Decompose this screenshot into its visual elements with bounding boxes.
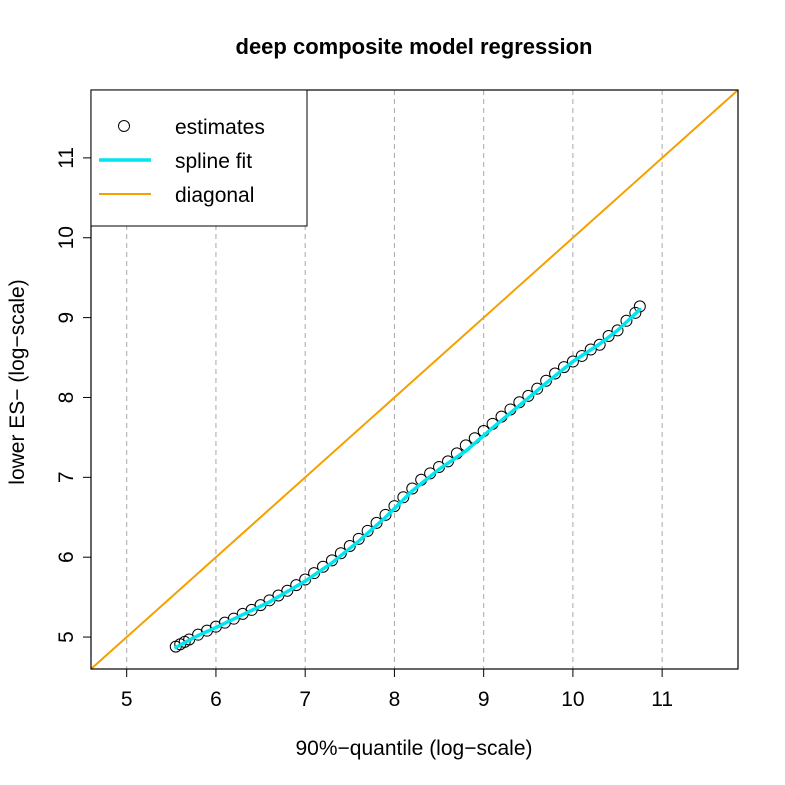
estimate-point [352,532,365,545]
legend-label: spline fit [175,150,252,173]
estimate-point [379,508,392,521]
legend-box [90,89,308,227]
y-tick-label: 7 [55,471,78,483]
legend-label: estimates [175,116,265,139]
y-tick-label: 10 [55,226,78,249]
diagonal-line [91,90,738,669]
legend: estimates spline fit diagonal [90,89,308,227]
estimate-point [593,338,606,351]
x-axis: 5 6 7 8 9 10 11 [121,669,673,711]
spline-fit-line [174,307,642,650]
x-tick-label: 8 [389,688,401,711]
estimate-point [557,361,570,374]
legend-point-marker [118,120,130,132]
estimate-point [575,349,588,362]
x-axis-label: 90%−quantile (log−scale) [296,737,533,760]
y-tick-label: 6 [55,551,78,563]
x-tick-label: 6 [210,688,222,711]
estimate-point [522,389,535,402]
y-tick-label: 5 [55,631,78,643]
estimate-point [629,306,642,319]
estimate-point [602,329,615,342]
estimate-point [397,491,410,504]
y-tick-label: 11 [55,147,78,169]
estimate-point [611,324,624,337]
plot-frame [90,89,739,670]
x-tick-label: 11 [651,688,673,711]
y-axis-label: lower ES− (log−scale) [6,279,29,484]
y-tick-label: 9 [55,312,78,324]
x-tick-label: 5 [121,688,133,711]
estimate-point [531,382,544,395]
estimate-point [361,524,374,537]
x-tick-label: 7 [299,688,311,711]
x-tick-label: 10 [561,688,584,711]
grid-lines [126,90,663,669]
legend-label: diagonal [175,184,254,207]
y-axis: 5 6 7 8 9 10 11 [55,147,91,643]
y-tick-label: 8 [55,392,78,404]
estimate-point [370,516,383,529]
plot-layer [91,90,738,669]
estimate-point [388,500,401,513]
chart-title: deep composite model regression [236,34,593,59]
estimate-point [566,355,579,368]
estimate-point [281,584,294,597]
x-tick-label: 9 [478,688,490,711]
estimate-point [620,314,633,327]
